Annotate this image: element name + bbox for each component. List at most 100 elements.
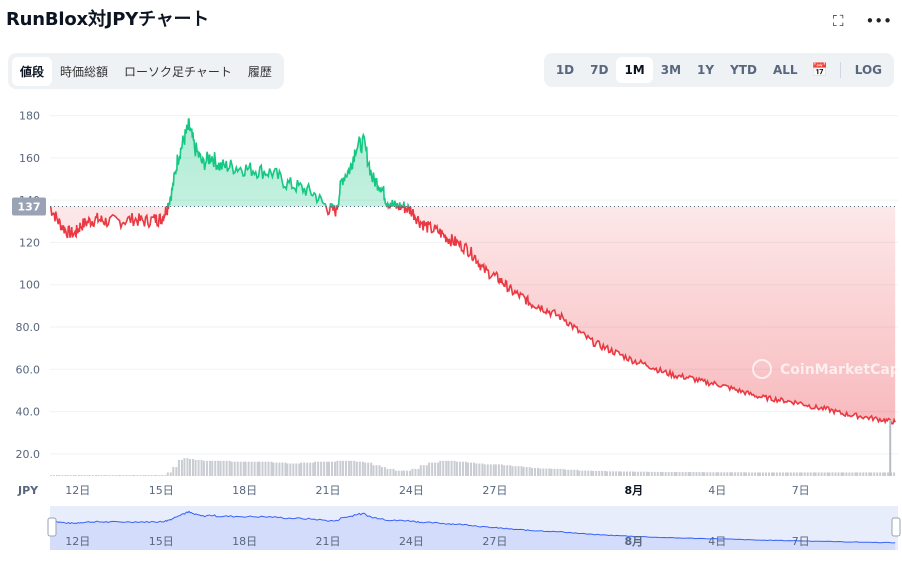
volume-bar [242, 461, 245, 476]
volume-bar [673, 472, 676, 476]
volume-bar [217, 460, 220, 476]
tab-market-cap[interactable]: 時価総額 [60, 64, 109, 79]
navigator-handle[interactable] [47, 517, 57, 537]
volume-bar [144, 475, 147, 476]
navigator-line [49, 510, 896, 544]
volume-bar [720, 472, 723, 476]
range-1y[interactable]: 1Y [697, 63, 715, 77]
volume-bar [445, 460, 448, 476]
tab-price[interactable]: 値段 [12, 56, 53, 86]
volume-bar [758, 472, 761, 476]
volume-bar [556, 468, 559, 476]
volume-bar [147, 475, 150, 476]
volume-bar [334, 461, 337, 476]
volume-bar [803, 472, 806, 476]
volume-bar [367, 462, 370, 476]
volume-bar [511, 466, 514, 476]
volume-bar [222, 460, 225, 476]
x-tick-label: 8月 [625, 484, 644, 497]
volume-bar [494, 464, 497, 476]
range-7d[interactable]: 7D [590, 63, 609, 77]
more-icon[interactable]: ••• [865, 12, 892, 30]
volume-bar [559, 468, 562, 476]
x-tick-label: 12日 [65, 484, 90, 497]
area-fill-below [50, 206, 896, 424]
volume-bar [842, 472, 845, 476]
range-all[interactable]: ALL [772, 63, 798, 77]
volume-bar [823, 472, 826, 476]
volume-bar [286, 463, 289, 476]
volume-bar [344, 460, 347, 476]
x-tick-label: 7日 [792, 484, 810, 497]
volume-bar [355, 461, 358, 476]
range-3m[interactable]: 3M [660, 63, 682, 77]
y-tick-label: 100 [19, 279, 40, 292]
volume-bar [428, 462, 431, 476]
range-1d[interactable]: 1D [555, 63, 575, 77]
x-tick-label: 18日 [232, 484, 257, 497]
y-tick-label: 40.0 [16, 406, 41, 419]
navigator-tick-label: 7日 [792, 535, 810, 548]
volume-bar [525, 467, 528, 476]
volume-bar [884, 472, 887, 476]
volume-bar [520, 466, 523, 476]
expand-icon[interactable]: ⛶ [832, 12, 844, 30]
volume-bar [56, 475, 58, 476]
volume-bar [820, 472, 823, 476]
tab-candlestick[interactable]: ローソク足チャート [124, 64, 232, 79]
volume-bar [312, 462, 315, 476]
volume-bar [781, 472, 784, 476]
volume-bar [244, 461, 247, 476]
volume-bar [789, 472, 792, 476]
volume-bar [578, 470, 581, 476]
x-tick-label: 15日 [149, 484, 174, 497]
volume-bar [528, 467, 531, 476]
volume-bar [615, 471, 618, 476]
y-tick-label: 180 [19, 110, 40, 123]
volume-bar [214, 460, 217, 476]
chart-area[interactable]: 20.040.060.080.010012014016018012日15日18日… [0, 100, 902, 557]
calendar-icon[interactable]: 📅 [811, 62, 828, 78]
volume-bar [723, 472, 726, 476]
baseline-label: 137 [18, 200, 41, 213]
x-tick-label: 24日 [399, 484, 424, 497]
volume-bar [264, 461, 267, 476]
navigator-tick-label: 12日 [65, 535, 90, 548]
price-line-down [50, 206, 896, 425]
volume-bar [128, 475, 131, 476]
volume-bar [200, 459, 203, 476]
navigator-handle[interactable] [891, 517, 901, 537]
tab-history[interactable]: 履歴 [247, 64, 272, 79]
volume-bar [550, 468, 553, 476]
range-ytd[interactable]: YTD [730, 63, 757, 77]
volume-bar [826, 472, 829, 476]
volume-bar [865, 472, 868, 476]
volume-bar [667, 472, 670, 476]
volume-bar [601, 471, 604, 476]
volume-bar [450, 460, 453, 476]
volume-bar [882, 472, 885, 476]
volume-bar [136, 475, 139, 476]
volume-bar [439, 460, 442, 476]
volume-bar [876, 472, 879, 476]
navigator-tick-label: 8月 [625, 535, 644, 548]
volume-bar [397, 470, 400, 476]
volume-bar [675, 472, 678, 476]
volume-bar [133, 475, 136, 476]
log-toggle[interactable]: LOG [854, 63, 882, 77]
volume-bar [678, 472, 681, 476]
range-1m[interactable]: 1M [616, 57, 653, 83]
volume-bar [72, 475, 75, 476]
price-chart[interactable]: 20.040.060.080.010012014016018012日15日18日… [0, 100, 902, 557]
volume-bar [573, 469, 576, 476]
volume-bar [164, 475, 167, 476]
volume-bar [709, 472, 712, 476]
volume-bar [389, 468, 392, 476]
volume-bar [475, 463, 478, 476]
chart-title: RunBlox対JPYチャート [6, 9, 210, 30]
volume-bar [414, 468, 417, 476]
volume-bar [211, 460, 214, 476]
volume-bar [786, 472, 789, 476]
volume-bar [303, 462, 306, 476]
volume-bar [372, 465, 375, 476]
